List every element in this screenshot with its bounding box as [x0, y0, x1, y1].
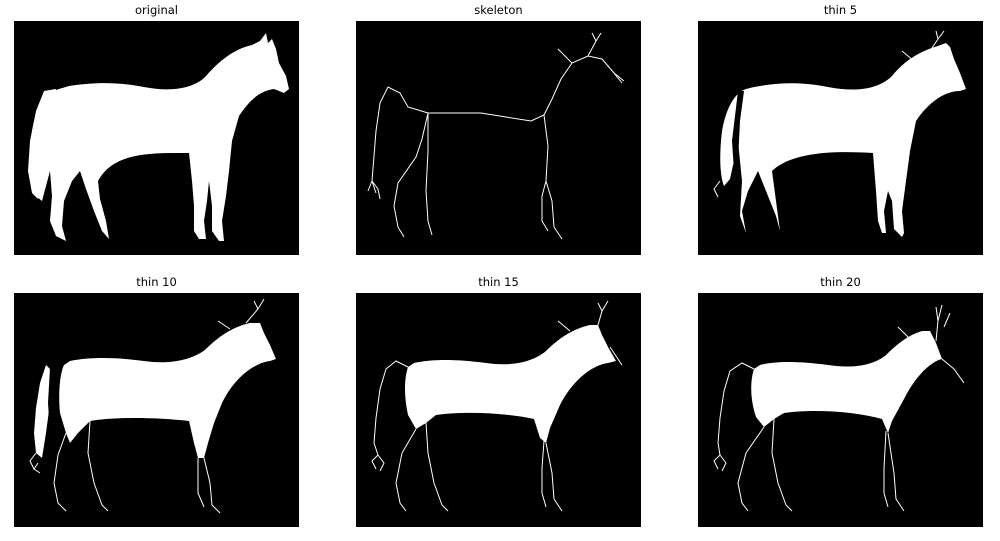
panel-thin-5: thin 5	[698, 0, 983, 255]
panel-thin-20: thin 20	[698, 272, 983, 527]
horse-body-thinned	[751, 331, 942, 433]
panel-title: thin 15	[478, 275, 519, 289]
horse-body-thinned	[720, 43, 966, 237]
image-axes	[356, 293, 641, 527]
skeleton-lines	[713, 304, 965, 512]
panel-title: thin 20	[820, 275, 861, 289]
horse-tail	[28, 89, 56, 199]
panel-skeleton: skeleton	[356, 0, 641, 255]
skeleton-image	[367, 32, 625, 240]
panel-title: original	[135, 3, 178, 17]
panel-thin-10: thin 10	[14, 272, 299, 527]
thin-10-image	[29, 298, 276, 514]
horse-body-thinned	[59, 323, 276, 458]
panel-thin-15: thin 15	[356, 272, 641, 527]
image-axes	[698, 293, 983, 527]
image-axes	[698, 21, 983, 255]
skeleton-lines	[371, 300, 623, 512]
panel-title: skeleton	[474, 3, 523, 17]
image-axes	[356, 21, 641, 255]
image-axes	[14, 21, 299, 255]
horse-silhouette	[30, 33, 289, 241]
thin-20-image	[713, 304, 965, 512]
skeleton-lines	[367, 32, 625, 240]
skeleton-lines	[713, 30, 945, 198]
panel-original: original	[14, 0, 299, 255]
thin-15-image	[371, 300, 623, 512]
panel-title: thin 10	[136, 275, 177, 289]
horse-image	[28, 33, 289, 241]
skeleton-lines	[29, 298, 265, 514]
tail-gap	[732, 91, 744, 171]
panel-title: thin 5	[823, 3, 858, 17]
tail-gap	[48, 368, 56, 433]
horse-body-thinned	[405, 325, 616, 443]
thin-5-image	[713, 30, 966, 237]
image-axes	[14, 293, 299, 527]
